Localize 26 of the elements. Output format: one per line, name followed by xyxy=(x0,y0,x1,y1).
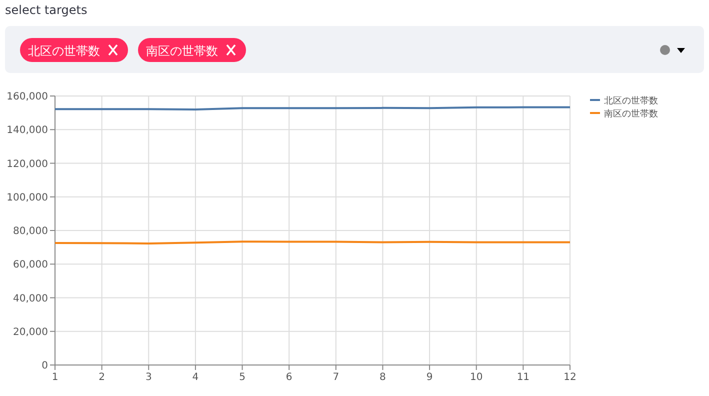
y-tick-label: 160,000 xyxy=(6,92,48,102)
x-tick-label: 11 xyxy=(516,372,530,383)
y-tick-label: 120,000 xyxy=(6,158,48,170)
y-tick-label: 40,000 xyxy=(13,293,48,304)
legend-label: 北区の世帯数 xyxy=(604,96,658,106)
x-tick-label: 8 xyxy=(380,372,386,383)
x-tick-label: 9 xyxy=(426,372,433,383)
x-tick-label: 1 xyxy=(52,372,58,383)
x-tick-label: 12 xyxy=(564,372,576,383)
x-tick-label: 7 xyxy=(332,372,340,383)
text: 北区の世帯数 xyxy=(28,44,100,58)
x-tick-label: 2 xyxy=(98,372,106,383)
x-tick-label: 10 xyxy=(470,372,483,383)
y-tick-label: 0 xyxy=(42,360,48,372)
x-tick-label: 4 xyxy=(192,372,199,383)
text: 南区の世帯数 xyxy=(146,44,218,58)
x-tick-label: 6 xyxy=(286,372,292,383)
x-tick-label: 5 xyxy=(239,372,246,383)
chart-title: select targets xyxy=(5,3,88,17)
y-tick-label: 60,000 xyxy=(13,260,48,271)
y-tick-label: 80,000 xyxy=(13,226,48,237)
y-tick-label: 20,000 xyxy=(13,326,48,338)
y-tick-label: 140,000 xyxy=(6,125,48,136)
y-tick-label: 100,000 xyxy=(6,192,48,204)
legend-label: 南区の世帯数 xyxy=(604,108,658,120)
x-tick-label: 3 xyxy=(145,372,152,383)
